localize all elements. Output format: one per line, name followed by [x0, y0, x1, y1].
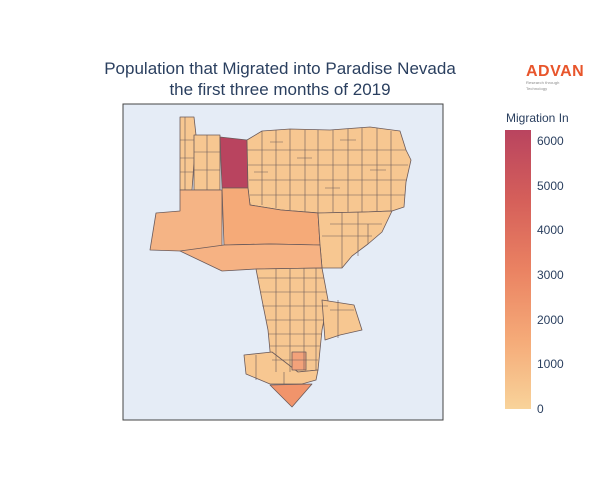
region-south-small[interactable]	[291, 351, 307, 371]
advan-logo-tagline: Research through Technology	[526, 80, 560, 91]
tract-boundaries	[180, 117, 408, 384]
map-title: Population that Migrated into Paradise N…	[60, 58, 500, 100]
colorbar-title: Migration In	[506, 111, 569, 125]
colorbar-tick-label: 6000	[537, 134, 564, 149]
advan-logo: ADVAN Research through Technology	[526, 63, 585, 92]
colorbar-tick-label: 3000	[537, 268, 564, 283]
colorbar	[505, 130, 531, 409]
colorbar-tick-label: 4000	[537, 223, 564, 238]
map-title-line-1: Population that Migrated into Paradise N…	[104, 59, 456, 78]
region-central-band[interactable]	[179, 243, 323, 272]
region-north-east-cluster[interactable]	[246, 126, 412, 214]
advan-logo-word: ADVAN	[526, 63, 585, 80]
map-title-line-2: the first three months of 2019	[169, 80, 391, 99]
region-west-large[interactable]	[149, 189, 223, 252]
colorbar-tick-label: 2000	[537, 312, 564, 327]
colorbar-tick-label: 5000	[537, 178, 564, 193]
colorbar-tick-label: 0	[537, 402, 544, 416]
region-south-tip[interactable]	[269, 383, 313, 408]
colorbar-gradient	[505, 130, 531, 409]
region-south-lower[interactable]	[243, 351, 319, 385]
colorbar-tick-label: 1000	[537, 357, 564, 372]
region-top-highlight[interactable]	[219, 136, 249, 189]
